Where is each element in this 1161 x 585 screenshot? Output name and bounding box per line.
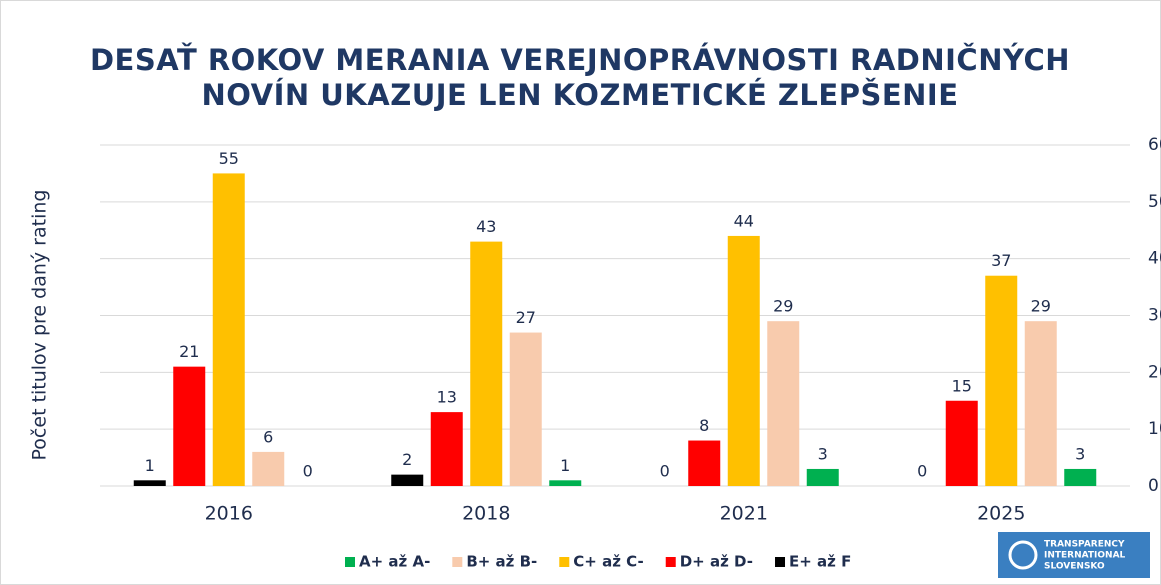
bar [985,275,1018,486]
x-tick-label: 2018 [462,503,510,525]
y-tick-label: 20 [1148,362,1161,382]
y-tick-label: 30 [1148,306,1161,326]
bar [509,332,542,486]
legend-label: D+ až D- [680,553,753,571]
logo [998,532,1150,578]
legend-swatch [665,557,676,567]
legend-swatch [775,557,786,567]
data-label: 1 [145,456,155,475]
y-tick-label: 0 [1148,476,1159,496]
bar [391,474,424,486]
legend-label: B+ až B- [466,553,537,571]
legend-swatch [345,557,355,567]
y-tick-label: 60 [1148,135,1161,155]
y-tick-label: 40 [1148,249,1161,269]
legend-swatch [559,557,570,567]
data-label: 1 [560,456,570,475]
bar [252,451,285,486]
bar [767,321,800,486]
bar [430,412,463,486]
x-tick-label: 2021 [720,503,768,525]
bar [1064,468,1097,486]
bar [173,366,206,486]
logo-text: SLOVENSKO [1044,562,1105,572]
bar [806,468,839,486]
bar [688,440,721,486]
data-label: 0 [303,462,313,481]
data-label: 6 [263,427,273,446]
bar [470,241,503,486]
data-label: 37 [991,251,1011,270]
data-label: 15 [952,376,972,395]
y-tick-label: 50 [1148,192,1161,212]
y-tick-label: 10 [1148,419,1161,439]
logo-text: TRANSPARENCY [1044,540,1125,550]
bar [212,173,245,486]
legend-label: A+ až A- [359,553,430,571]
data-label: 3 [1075,444,1085,463]
data-label: 27 [516,308,536,327]
legend-label: E+ až F [789,553,851,571]
data-label: 43 [476,217,496,236]
data-label: 3 [818,444,828,463]
logo-text: INTERNATIONAL [1044,551,1126,561]
bar [549,480,582,486]
bar [1024,321,1057,486]
data-label: 44 [734,211,754,230]
bar [727,235,760,486]
bar [133,480,166,486]
logo-icon [1008,540,1038,570]
data-label: 8 [699,416,709,435]
chart-title: NOVÍN UKAZUJE LEN KOZMETICKÉ ZLEPŠENIE [201,78,958,112]
legend-swatch [452,557,463,567]
chart-title: DESAŤ ROKOV MERANIA VEREJNOPRÁVNOSTI RAD… [90,43,1070,77]
x-tick-label: 2025 [977,503,1025,525]
data-label: 55 [219,149,239,168]
x-tick-label: 2016 [205,503,253,525]
data-label: 13 [437,388,457,407]
y-axis-label: Počet titulov pre daný rating [29,190,51,461]
legend-label: C+ až C- [573,553,643,571]
bar [945,400,978,486]
data-label: 21 [179,342,199,361]
data-label: 29 [1031,297,1051,316]
data-label: 2 [402,450,412,469]
data-label: 29 [773,297,793,316]
data-label: 0 [660,462,670,481]
data-label: 0 [917,462,927,481]
